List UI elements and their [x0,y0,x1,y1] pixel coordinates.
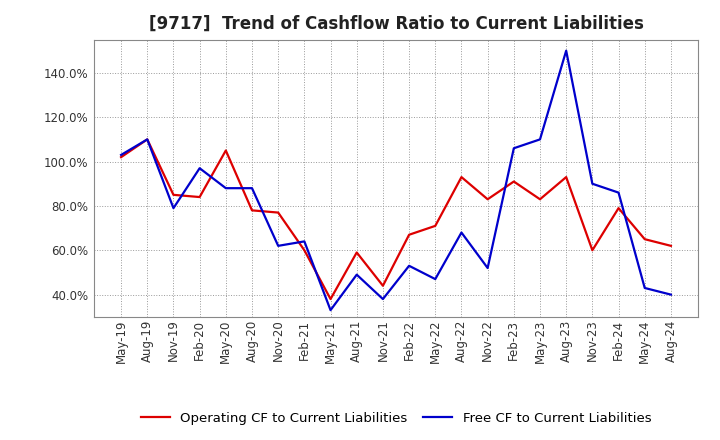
Operating CF to Current Liabilities [405,232,413,238]
Free CF to Current Liabilities [379,297,387,302]
Operating CF to Current Liabilities [352,250,361,255]
Line: Operating CF to Current Liabilities: Operating CF to Current Liabilities [121,139,671,299]
Operating CF to Current Liabilities [326,297,335,302]
Free CF to Current Liabilities [405,263,413,268]
Free CF to Current Liabilities [483,265,492,271]
Operating CF to Current Liabilities [562,174,570,180]
Operating CF to Current Liabilities [379,283,387,288]
Free CF to Current Liabilities [248,186,256,191]
Operating CF to Current Liabilities [431,223,440,228]
Operating CF to Current Liabilities [640,237,649,242]
Free CF to Current Liabilities [274,243,282,249]
Operating CF to Current Liabilities [588,248,597,253]
Free CF to Current Liabilities [222,186,230,191]
Operating CF to Current Liabilities [248,208,256,213]
Operating CF to Current Liabilities [483,197,492,202]
Free CF to Current Liabilities [614,190,623,195]
Free CF to Current Liabilities [457,230,466,235]
Operating CF to Current Liabilities [457,174,466,180]
Free CF to Current Liabilities [169,205,178,211]
Operating CF to Current Liabilities [614,205,623,211]
Legend: Operating CF to Current Liabilities, Free CF to Current Liabilities: Operating CF to Current Liabilities, Fre… [140,412,652,425]
Operating CF to Current Liabilities [169,192,178,198]
Line: Free CF to Current Liabilities: Free CF to Current Liabilities [121,51,671,310]
Free CF to Current Liabilities [143,137,152,142]
Free CF to Current Liabilities [431,276,440,282]
Free CF to Current Liabilities [300,239,309,244]
Free CF to Current Liabilities [195,165,204,171]
Free CF to Current Liabilities [588,181,597,187]
Free CF to Current Liabilities [326,308,335,313]
Free CF to Current Liabilities [117,152,125,158]
Operating CF to Current Liabilities [117,154,125,160]
Title: [9717]  Trend of Cashflow Ratio to Current Liabilities: [9717] Trend of Cashflow Ratio to Curren… [148,15,644,33]
Operating CF to Current Liabilities [300,248,309,253]
Operating CF to Current Liabilities [667,243,675,249]
Operating CF to Current Liabilities [536,197,544,202]
Operating CF to Current Liabilities [510,179,518,184]
Free CF to Current Liabilities [640,285,649,290]
Free CF to Current Liabilities [352,272,361,277]
Operating CF to Current Liabilities [195,194,204,200]
Free CF to Current Liabilities [536,137,544,142]
Free CF to Current Liabilities [562,48,570,53]
Operating CF to Current Liabilities [274,210,282,215]
Operating CF to Current Liabilities [222,148,230,153]
Operating CF to Current Liabilities [143,137,152,142]
Free CF to Current Liabilities [667,292,675,297]
Free CF to Current Liabilities [510,146,518,151]
